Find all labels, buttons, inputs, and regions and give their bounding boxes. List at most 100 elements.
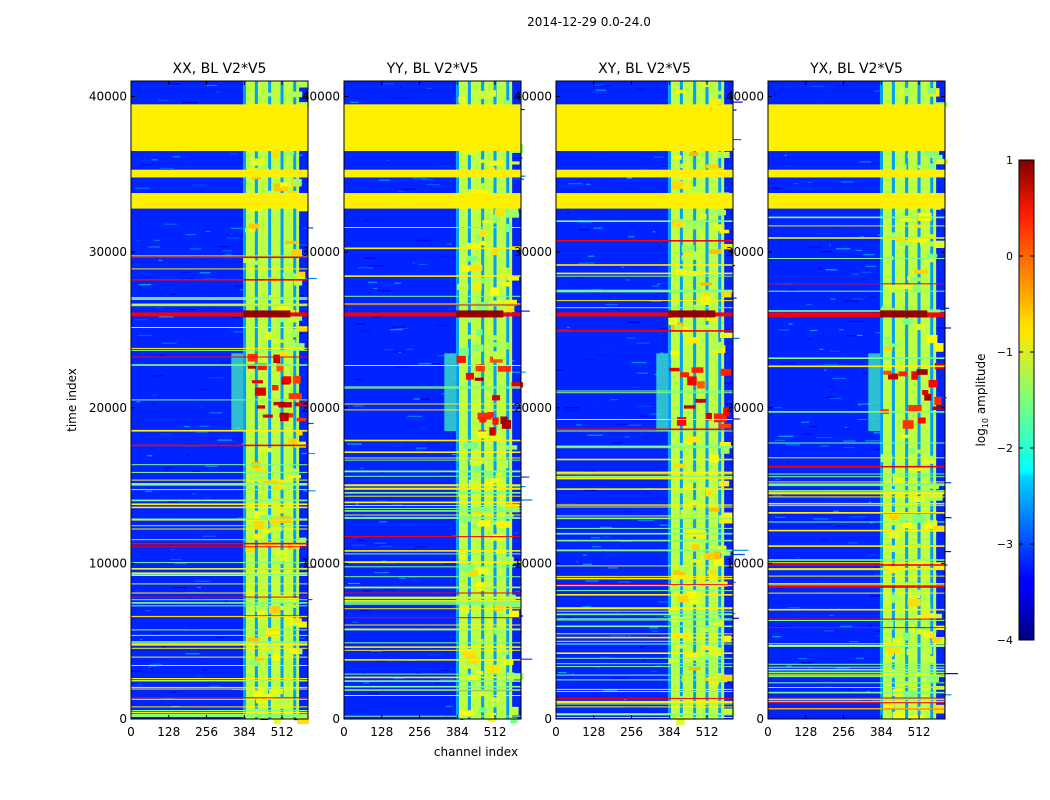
- flagged-row: [768, 687, 945, 688]
- noise-cell: [652, 231, 656, 233]
- signal-cell: [669, 584, 681, 592]
- noise-cell: [153, 239, 161, 241]
- noise-cell: [564, 407, 580, 409]
- noise-cell: [166, 287, 169, 289]
- signal-cell: [918, 417, 926, 424]
- signal-cell: [720, 368, 732, 376]
- noise-cell: [843, 300, 858, 302]
- flagged-row: [556, 307, 733, 309]
- flagged-row: [556, 471, 733, 474]
- noise-cell: [379, 521, 387, 523]
- flagged-row: [768, 483, 945, 485]
- signal-stripe: [917, 81, 921, 719]
- signal-cell: [295, 326, 309, 332]
- noise-cell: [202, 370, 213, 372]
- signal-cell: [710, 207, 724, 216]
- noise-cell: [181, 460, 189, 462]
- signal-cell: [510, 717, 518, 724]
- signal-cell: [473, 523, 480, 529]
- noise-cell: [804, 674, 816, 676]
- signal-stripe: [693, 81, 697, 719]
- flagged-row: [556, 300, 733, 302]
- noise-cell: [183, 426, 190, 428]
- signal-cell: [288, 393, 302, 399]
- noise-cell: [665, 501, 669, 503]
- noise-cell: [592, 547, 606, 549]
- signal-cell: [467, 334, 481, 339]
- noise-cell: [507, 157, 523, 159]
- flagged-row: [556, 430, 733, 432]
- noise-cell: [863, 294, 867, 296]
- noise-cell: [170, 293, 176, 295]
- signal-cell: [706, 164, 719, 169]
- noise-cell: [147, 455, 153, 457]
- colorbar-gradient: [1018, 159, 1035, 641]
- signal-cell: [899, 513, 909, 521]
- signal-cell: [490, 287, 500, 296]
- noise-cell: [239, 556, 247, 558]
- y-axis-label: time index: [65, 368, 79, 432]
- noise-cell: [591, 156, 601, 158]
- noise-cell: [434, 356, 443, 358]
- signal-cell: [499, 342, 510, 350]
- signal-cell: [928, 380, 939, 388]
- noise-cell: [167, 85, 179, 87]
- noise-cell: [303, 490, 316, 492]
- noise-cell: [595, 89, 607, 91]
- noise-cell: [637, 519, 654, 521]
- signal-cell: [672, 570, 686, 575]
- noise-cell: [944, 694, 952, 696]
- noise-cell: [855, 657, 864, 659]
- noise-cell: [391, 326, 407, 328]
- flagged-row: [768, 316, 945, 318]
- noise-cell: [936, 84, 939, 86]
- noise-cell: [375, 572, 383, 574]
- signal-cell: [695, 539, 708, 543]
- signal-cell: [487, 324, 494, 330]
- signal-cell: [459, 563, 474, 573]
- signal-cell: [687, 376, 697, 386]
- y-tick-label: 0: [544, 712, 552, 726]
- flagged-row: [344, 601, 521, 603]
- signal-cell: [904, 87, 911, 96]
- signal-cell: [477, 431, 488, 439]
- noise-cell: [801, 662, 813, 664]
- signal-cell: [245, 546, 255, 552]
- noise-cell: [428, 254, 433, 256]
- signal-cell: [252, 520, 265, 530]
- signal-cell: [464, 442, 478, 449]
- noise-cell: [160, 434, 172, 436]
- noise-cell: [152, 394, 158, 396]
- noise-cell: [203, 278, 217, 280]
- noise-cell: [399, 577, 406, 579]
- signal-stripe: [718, 81, 722, 719]
- noise-cell: [439, 714, 443, 716]
- noise-cell: [652, 232, 659, 234]
- signal-cell: [494, 627, 506, 635]
- noise-cell: [145, 490, 152, 492]
- signal-cell: [506, 276, 519, 281]
- flagged-row: [131, 647, 308, 649]
- noise-cell: [729, 418, 741, 420]
- signal-cell: [511, 382, 524, 388]
- flagged-row: [556, 565, 733, 567]
- panels: XX, BL V2*V5 0 128 256 384 512 0 10000 20000 3000…: [89, 61, 958, 739]
- noise-cell: [169, 83, 181, 85]
- flagged-row: [556, 663, 733, 665]
- signal-cell: [509, 161, 520, 165]
- flagged-row: [344, 715, 521, 717]
- flagged-row: [768, 503, 945, 505]
- noise-cell: [817, 233, 833, 235]
- noise-cell: [445, 705, 453, 708]
- flagged-row: [768, 529, 945, 532]
- noise-cell: [346, 443, 362, 445]
- noise-cell: [848, 542, 858, 544]
- noise-cell: [653, 469, 657, 471]
- noise-cell: [612, 442, 623, 444]
- signal-cell: [490, 702, 504, 708]
- noise-cell: [852, 298, 864, 300]
- signal-cell: [503, 100, 513, 106]
- noise-cell: [195, 580, 210, 582]
- signal-cell: [264, 480, 277, 485]
- signal-cell: [887, 531, 901, 539]
